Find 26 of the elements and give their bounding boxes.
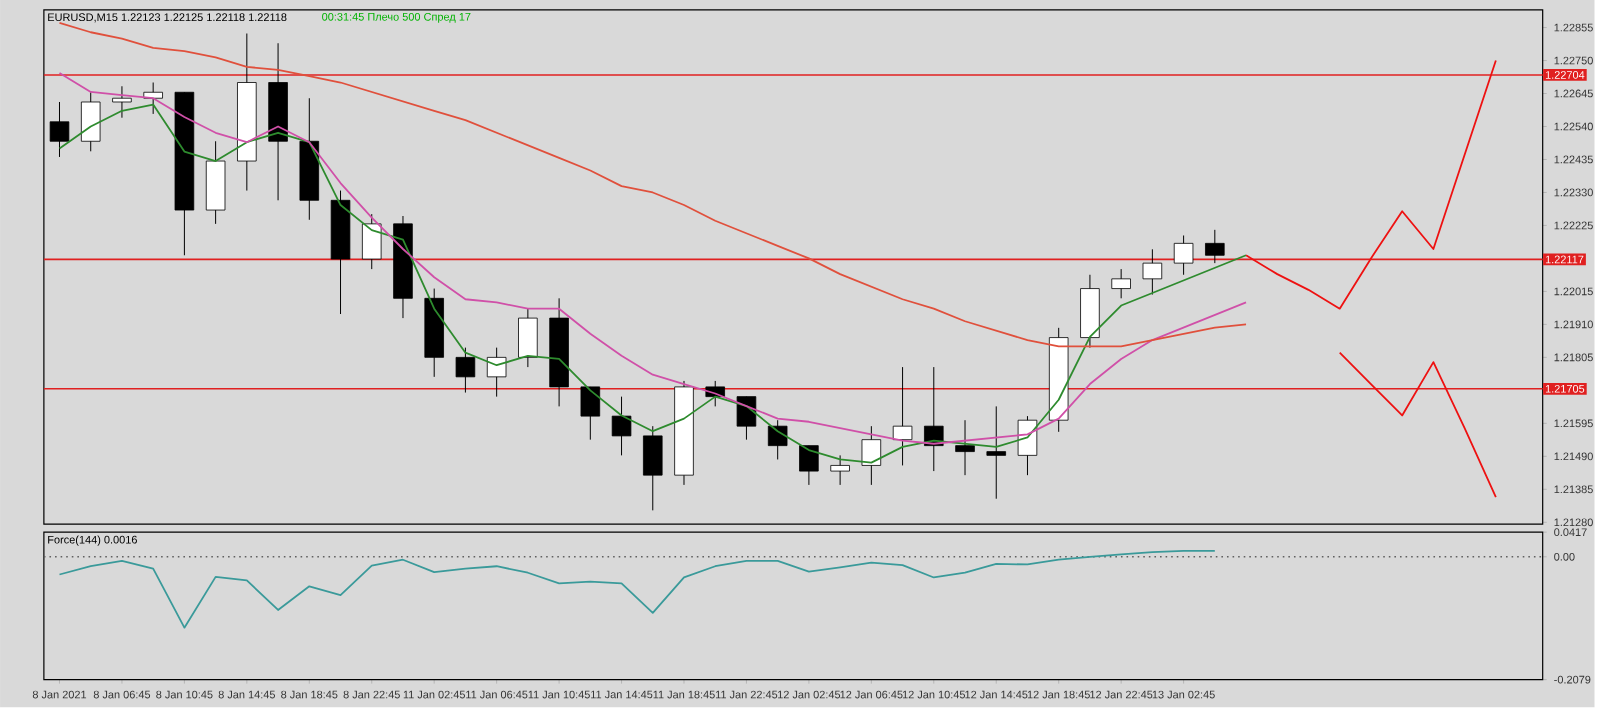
candlestick	[112, 86, 132, 119]
candlestick	[1142, 249, 1163, 296]
candlestick	[986, 406, 1007, 500]
candlestick	[80, 91, 101, 153]
candlestick	[643, 425, 663, 512]
candlestick	[580, 386, 601, 441]
candlestick	[955, 419, 975, 476]
candlestick	[1205, 229, 1225, 264]
candlestick	[736, 396, 757, 441]
candlestick	[830, 455, 850, 486]
candlestick	[1173, 235, 1194, 276]
candlestick	[49, 101, 70, 158]
candlestick	[1017, 415, 1038, 476]
candlestick	[361, 213, 382, 270]
candlestick	[486, 347, 507, 398]
candlestick	[892, 366, 913, 467]
candlestick	[1111, 268, 1131, 300]
candlestick	[861, 425, 882, 486]
candlestick	[143, 82, 163, 115]
candlestick	[799, 445, 819, 486]
candlestick	[611, 396, 632, 457]
line-series	[58, 550, 1216, 629]
candlestick	[767, 419, 788, 461]
candlestick	[518, 308, 538, 368]
line-series	[1338, 351, 1497, 499]
candlestick	[455, 347, 476, 394]
